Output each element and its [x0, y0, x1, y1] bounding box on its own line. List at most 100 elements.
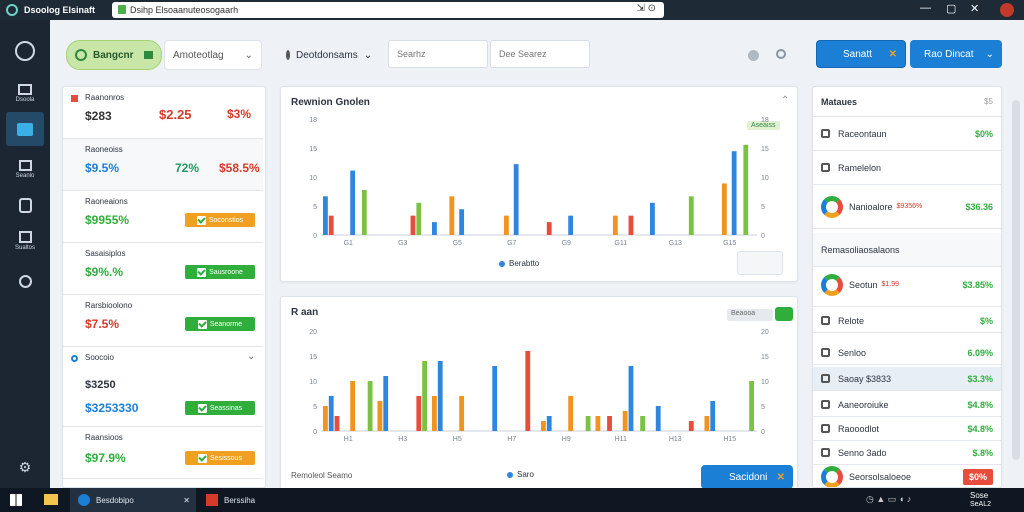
- bar[interactable]: [328, 215, 334, 235]
- bar[interactable]: [367, 381, 373, 431]
- bar[interactable]: [731, 151, 737, 235]
- address-bar[interactable]: Dsihp Elsoaanuteosogaarh ⇲ ⊙: [112, 2, 664, 18]
- rail-refresh[interactable]: [6, 188, 44, 222]
- chart-badge[interactable]: Aseaiss: [747, 121, 780, 130]
- folder-icon[interactable]: [44, 494, 58, 505]
- status-chip[interactable]: Sesissous: [185, 451, 255, 465]
- rail-chat[interactable]: [6, 112, 44, 146]
- panel-row[interactable]: Ramelelon: [813, 151, 1001, 185]
- bar[interactable]: [350, 381, 356, 431]
- panel-row[interactable]: Seotun $1.99 $3.85%: [813, 263, 1001, 307]
- close-icon[interactable]: ✕: [970, 3, 980, 15]
- bar[interactable]: [595, 416, 601, 431]
- status-chip[interactable]: Sausroone: [185, 265, 255, 279]
- bar[interactable]: [721, 183, 727, 235]
- bar[interactable]: [432, 222, 437, 235]
- primary-button[interactable]: Sanatt ✕: [816, 40, 906, 68]
- bar[interactable]: [513, 164, 519, 235]
- bar[interactable]: [688, 196, 694, 235]
- bar[interactable]: [323, 406, 328, 431]
- bar[interactable]: [525, 351, 531, 431]
- rail-clock[interactable]: [6, 34, 44, 68]
- maximize-icon[interactable]: ▢: [946, 3, 957, 15]
- bar[interactable]: [546, 416, 552, 431]
- bar[interactable]: [350, 170, 356, 235]
- bar[interactable]: [416, 396, 422, 431]
- stat-row[interactable]: Sasaisiplos $9%.% Sausroone: [63, 243, 263, 295]
- chart-action-button[interactable]: Sacidoni ✕: [701, 465, 793, 489]
- bar[interactable]: [361, 189, 367, 235]
- panel-row[interactable]: Relote $%: [813, 309, 1001, 333]
- avatar[interactable]: [1000, 3, 1014, 17]
- tray-icons[interactable]: ◷ ▲ ▭ ◖ ♪: [866, 494, 912, 504]
- tab-active[interactable]: Bangcnr: [66, 40, 162, 70]
- stat-row[interactable]: Soocoio ⌄ $3250 $3253330 Seassinas: [63, 347, 263, 427]
- rail-inbox[interactable]: Dsoola: [6, 76, 44, 110]
- bar[interactable]: [328, 396, 334, 431]
- windows-start-icon[interactable]: [10, 494, 22, 506]
- taskbar-item-1[interactable]: Besdobipo ✕: [70, 488, 196, 512]
- panel-row[interactable]: Nanioalore $9356% $36.36: [813, 185, 1001, 229]
- bar[interactable]: [546, 222, 552, 235]
- toggle-icon[interactable]: [775, 307, 793, 321]
- bar[interactable]: [541, 421, 546, 431]
- bar[interactable]: [459, 396, 465, 431]
- panel-row[interactable]: Seorsolsaloeoe $0%: [813, 465, 1001, 487]
- bar[interactable]: [568, 396, 574, 431]
- bar[interactable]: [607, 416, 612, 431]
- search-input-1[interactable]: [388, 40, 488, 68]
- bar[interactable]: [492, 366, 498, 431]
- chart-tools[interactable]: [737, 251, 783, 275]
- bar[interactable]: [416, 202, 422, 235]
- secondary-button[interactable]: Rao Dincat ⌄: [910, 40, 1002, 68]
- taskbar-item-2[interactable]: Berssiha: [202, 488, 282, 512]
- panel-row[interactable]: Remasoliaosalaons: [813, 233, 1001, 267]
- stat-row[interactable]: Raoneaions $9955% Soconstios: [63, 191, 263, 243]
- status-chip[interactable]: Seassinas: [185, 401, 255, 415]
- rail-grid[interactable]: Seanlo: [6, 152, 44, 186]
- minimize-icon[interactable]: —: [920, 2, 931, 14]
- status-chip[interactable]: Seanorme: [185, 317, 255, 331]
- panel-row[interactable]: Aaneoroiuke $4.8%: [813, 393, 1001, 417]
- panel-row[interactable]: Raceontaun $0%: [813, 117, 1001, 151]
- dropdown[interactable]: Deotdonsams ⌄: [278, 40, 374, 70]
- bar[interactable]: [612, 215, 618, 235]
- nav-icons[interactable]: ⇲ ⊙: [636, 3, 656, 14]
- bar[interactable]: [377, 401, 383, 431]
- stat-row[interactable]: Raansioos $97.9% Sesissous: [63, 427, 263, 479]
- bar[interactable]: [432, 396, 437, 431]
- bar[interactable]: [437, 361, 443, 431]
- more-icon[interactable]: ⌃: [781, 95, 790, 106]
- tab-select[interactable]: Amoteotlag ⌄: [164, 40, 262, 70]
- bar[interactable]: [503, 215, 509, 235]
- stat-row[interactable]: Rarsbioolono $7.5% Seanorme: [63, 295, 263, 347]
- bar[interactable]: [704, 416, 710, 431]
- chevron-down-icon[interactable]: ⌄: [247, 351, 256, 362]
- bar[interactable]: [383, 376, 389, 431]
- close-icon[interactable]: ✕: [183, 495, 190, 505]
- bar[interactable]: [743, 144, 749, 235]
- stat-row[interactable]: Raanonros $283 $2.25 $3%: [63, 87, 263, 139]
- bar[interactable]: [650, 202, 655, 235]
- rail-search[interactable]: [6, 264, 44, 298]
- bar[interactable]: [323, 196, 328, 235]
- bar[interactable]: [655, 406, 661, 431]
- rail-settings[interactable]: ⚙: [6, 450, 44, 484]
- search-input-2[interactable]: [490, 40, 590, 68]
- stat-row[interactable]: Raoneoiss $9.5% 72% $58.5%: [63, 139, 263, 191]
- chart-badge[interactable]: Beaooa: [727, 309, 773, 321]
- bar[interactable]: [449, 196, 455, 235]
- bar[interactable]: [710, 401, 716, 431]
- bar[interactable]: [568, 215, 574, 235]
- panel-row[interactable]: Raooodlot $4.8%: [813, 417, 1001, 441]
- info-icon[interactable]: [748, 50, 759, 61]
- panel-row[interactable]: Senno 3ado $.8%: [813, 441, 1001, 465]
- scrollbar[interactable]: [1012, 100, 1020, 460]
- rail-calendar[interactable]: Sualtos: [6, 224, 44, 258]
- panel-row[interactable]: Saoay $3833 $3.3%: [813, 367, 1001, 391]
- panel-row[interactable]: Senloo 6.09%: [813, 341, 1001, 365]
- bar[interactable]: [334, 416, 340, 431]
- status-chip[interactable]: Soconstios: [185, 213, 255, 227]
- search-icon[interactable]: [776, 49, 786, 59]
- bar[interactable]: [410, 215, 416, 235]
